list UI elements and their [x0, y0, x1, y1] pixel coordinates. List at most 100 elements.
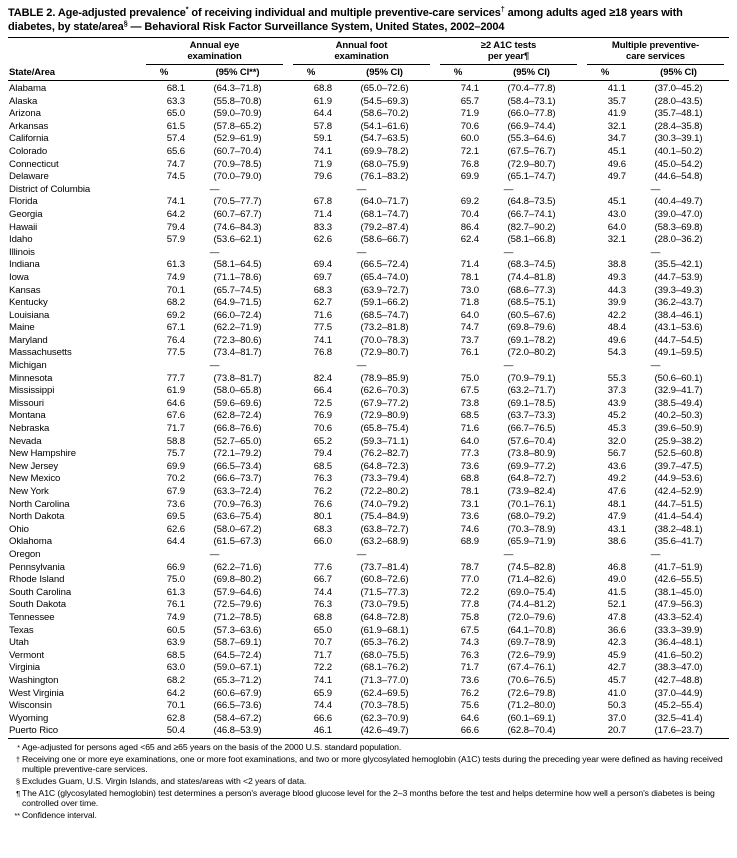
percent-cell: 61.3: [166, 586, 185, 598]
ci-cell: (54.1–61.6): [360, 120, 409, 132]
ci-cell: (65.3–71.2): [213, 674, 262, 686]
ci-cell: (66.9–74.4): [507, 120, 556, 132]
ci-cell: (37.0–45.2): [654, 83, 703, 94]
ci-cell: (69.8–80.2): [213, 574, 262, 586]
percent-cell: 70.6: [460, 120, 479, 132]
ci-cell: (28.0–43.5): [654, 95, 703, 107]
percent-cell: 66.9: [166, 561, 185, 573]
percent-cell: 68.2: [166, 674, 185, 686]
ci-cell: (68.3–74.5): [507, 259, 556, 271]
ci-cell: (72.9–80.9): [360, 410, 409, 422]
ci-cell: (64.0–71.7): [360, 196, 409, 208]
percent-cell: 77.8: [460, 599, 479, 611]
ci-cell: (32.9–41.7): [654, 385, 703, 397]
state-name: Alabama: [9, 83, 47, 94]
percent-cell: 79.6: [313, 171, 332, 183]
percent-cell: 71.4: [313, 208, 332, 220]
no-data-cell: —: [650, 548, 661, 560]
header-sub-row: % (95% CI**) % (95% CI) % (95% CI) % (95…: [8, 65, 729, 81]
state-name: Maine: [9, 322, 35, 334]
col-group-multiple-services-label: Multiple preventive- care services: [587, 40, 724, 65]
percent-cell: 70.4: [460, 208, 479, 220]
ci-cell: (41.7–51.9): [654, 561, 703, 573]
percent-cell: 46.1: [313, 725, 332, 737]
ci-cell: (38.4–46.1): [654, 309, 703, 321]
percent-cell: 74.4: [313, 700, 332, 712]
percent-cell: 65.7: [460, 95, 479, 107]
percent-cell: 78.7: [460, 561, 479, 573]
table-row: Missouri 64.6 (59.6–69.6) 72.5 (67.9–77.2) 73…: [8, 398, 729, 411]
ci-cell: (42.6–49.7): [360, 725, 409, 737]
title-footnote-marker: †: [500, 5, 505, 14]
ci-cell: (28.0–36.2): [654, 234, 703, 246]
prevalence-table: State/Area Annual eye examination Annual…: [8, 37, 729, 739]
percent-cell: 63.9: [166, 637, 185, 649]
ci-cell: (72.1–79.2): [213, 448, 262, 460]
ci-cell: (58.4–73.1): [507, 95, 556, 107]
table-row: Alaska 63.3 (55.8–70.8) 61.9 (54.5–69.3) 65.7…: [8, 96, 729, 109]
state-name: Georgia: [9, 208, 43, 220]
percent-cell: 80.1: [313, 511, 332, 523]
percent-cell: 65.0: [313, 624, 332, 636]
ci-cell: (38.5–49.4): [654, 397, 703, 409]
col-eye-pct: %: [141, 65, 187, 81]
percent-cell: 32.1: [607, 120, 626, 132]
ci-cell: (64.1–70.8): [507, 624, 556, 636]
percent-cell: 64.2: [166, 208, 185, 220]
table-row: Illinois — — — —: [8, 247, 729, 260]
state-name: Kentucky: [9, 297, 48, 309]
state-name: New Jersey: [9, 460, 59, 472]
percent-cell: 66.6: [313, 712, 332, 724]
ci-cell: (52.7–65.0): [213, 435, 262, 447]
percent-cell: 49.6: [607, 158, 626, 170]
table-row: South Carolina 61.3 (57.9–64.6) 74.4 (71.5–7…: [8, 587, 729, 600]
percent-cell: 68.5: [460, 410, 479, 422]
col-group-a1c-tests-label: ≥2 A1C tests per year¶: [440, 40, 577, 65]
table-row: New Mexico 70.2 (66.6–73.7) 76.3 (73.3–79.4)…: [8, 473, 729, 486]
no-data-cell: —: [650, 246, 661, 258]
ci-cell: (68.0–79.2): [507, 511, 556, 523]
percent-cell: 65.0: [166, 108, 185, 120]
ci-cell: (59.0–67.1): [213, 662, 262, 674]
ci-cell: (74.4–81.2): [507, 599, 556, 611]
ci-cell: (69.9–77.2): [507, 460, 556, 472]
state-name: Oklahoma: [9, 536, 52, 548]
percent-cell: 78.1: [460, 271, 479, 283]
state-name: Missouri: [9, 397, 44, 409]
ci-cell: (68.0–75.9): [360, 158, 409, 170]
ci-cell: (38.1–45.0): [654, 586, 703, 598]
col-foot-ci: (95% CI): [334, 65, 435, 81]
percent-cell: 63.0: [166, 662, 185, 674]
percent-cell: 41.1: [607, 83, 626, 94]
ci-cell: (72.6–79.8): [507, 687, 556, 699]
no-data-cell: —: [503, 360, 514, 372]
state-name: Oregon: [9, 548, 41, 560]
ci-cell: (65.8–75.4): [360, 423, 409, 435]
percent-cell: 75.8: [460, 611, 479, 623]
state-name: Michigan: [9, 360, 47, 372]
percent-cell: 69.4: [313, 259, 332, 271]
footnote-text: Age-adjusted for persons aged <65 and ≥6…: [22, 741, 402, 752]
table-row: Texas 60.5 (57.3–63.6) 65.0 (61.9–68.1) 67.5 (…: [8, 625, 729, 638]
percent-cell: 68.8: [313, 611, 332, 623]
percent-cell: 72.2: [460, 586, 479, 598]
table-row: Washington 68.2 (65.3–71.2) 74.1 (71.3–77.0)…: [8, 675, 729, 688]
ci-cell: (70.3–78.9): [507, 523, 556, 535]
percent-cell: 69.2: [460, 196, 479, 208]
percent-cell: 38.6: [607, 536, 626, 548]
percent-cell: 75.6: [460, 700, 479, 712]
no-data-cell: —: [356, 548, 367, 560]
ci-cell: (72.0–79.6): [507, 611, 556, 623]
percent-cell: 64.0: [607, 221, 626, 233]
state-name: Montana: [9, 410, 46, 422]
percent-cell: 74.1: [166, 196, 185, 208]
percent-cell: 43.1: [607, 523, 626, 535]
footnote-marker: *: [17, 742, 20, 752]
percent-cell: 63.3: [166, 95, 185, 107]
percent-cell: 71.7: [460, 662, 479, 674]
percent-cell: 69.2: [166, 309, 185, 321]
table-row: Connecticut 74.7 (70.9–78.5) 71.9 (68.0–75.9…: [8, 159, 729, 172]
col-eye-ci: (95% CI**): [187, 65, 288, 81]
ci-cell: (52.5–60.8): [654, 448, 703, 460]
no-data-cell: —: [209, 183, 220, 195]
